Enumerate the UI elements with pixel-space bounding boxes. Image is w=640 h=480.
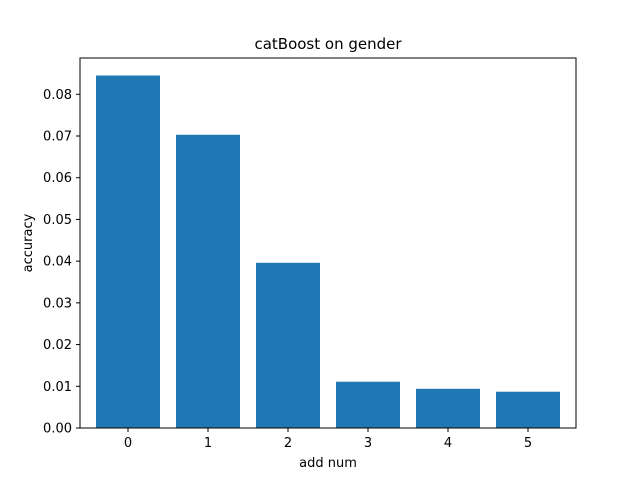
x-tick-label: 5 xyxy=(524,436,532,451)
x-axis: 0 1 2 3 4 5 xyxy=(124,428,532,451)
chart-title: catBoost on gender xyxy=(254,35,402,53)
y-tick-label: 0.01 xyxy=(43,380,72,395)
y-tick-label: 0.02 xyxy=(43,338,72,353)
bar-0 xyxy=(96,75,160,429)
x-tick-label: 2 xyxy=(284,436,292,451)
y-tick-label: 0.06 xyxy=(43,171,72,186)
bars-layer xyxy=(96,75,560,429)
y-tick-label: 0.07 xyxy=(43,130,72,145)
bar-3 xyxy=(336,381,400,428)
y-tick-label: 0.05 xyxy=(43,213,72,228)
plot-frame xyxy=(79,57,577,429)
y-tick-label: 0.00 xyxy=(43,422,72,437)
y-axis: 0.00 0.01 0.02 0.03 0.04 0.05 0.06 0.07 0.08 xyxy=(43,88,80,437)
bar-2 xyxy=(256,262,320,428)
bar-4 xyxy=(416,388,480,428)
x-tick-label: 3 xyxy=(364,436,372,451)
x-tick-label: 0 xyxy=(124,436,132,451)
x-tick-label: 4 xyxy=(444,436,452,451)
y-axis-title: accuracy xyxy=(21,213,36,272)
y-tick-label: 0.04 xyxy=(43,255,72,270)
bar-1 xyxy=(176,134,240,428)
y-tick-label: 0.03 xyxy=(43,296,72,311)
bar-5 xyxy=(496,391,560,428)
y-tick-label: 0.08 xyxy=(43,88,72,103)
x-axis-title: add num xyxy=(299,456,357,471)
x-tick-label: 1 xyxy=(204,436,212,451)
